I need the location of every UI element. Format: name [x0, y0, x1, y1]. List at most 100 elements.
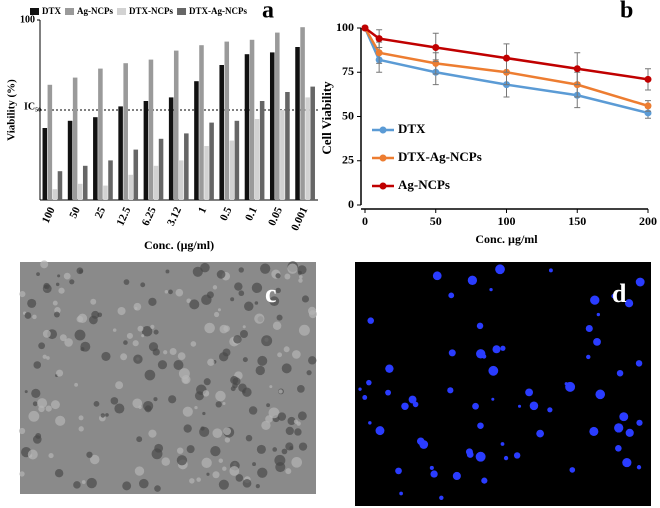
cell	[284, 273, 291, 280]
cell	[242, 357, 248, 363]
cell	[189, 299, 200, 310]
bar	[295, 47, 300, 200]
nucleus	[625, 428, 634, 437]
bar	[234, 120, 240, 200]
cell	[38, 342, 46, 350]
cell	[133, 302, 142, 311]
cell	[161, 457, 171, 466]
cell	[28, 410, 40, 422]
bar	[300, 27, 305, 201]
bar	[52, 189, 58, 200]
cell	[277, 412, 287, 421]
bar	[229, 140, 235, 200]
cell	[230, 386, 236, 392]
cell	[281, 448, 288, 455]
cell	[183, 424, 192, 433]
cell	[50, 400, 60, 410]
y-tick-label: 75	[342, 64, 354, 78]
nucleus	[503, 455, 509, 461]
nucleus	[432, 271, 442, 281]
cell	[196, 477, 201, 482]
cell	[126, 332, 133, 339]
y-tick-label: 100	[20, 14, 35, 25]
cell	[63, 272, 71, 280]
cell	[308, 356, 317, 365]
cell	[58, 287, 65, 294]
nucleus	[517, 404, 522, 408]
fluorescence-image	[355, 262, 651, 506]
nucleus	[447, 387, 454, 394]
bar	[158, 138, 164, 200]
cell	[143, 400, 154, 412]
cell	[114, 403, 125, 414]
cell	[33, 361, 42, 369]
cell	[261, 335, 273, 347]
nucleus	[412, 401, 419, 408]
cell	[76, 315, 84, 323]
bar	[285, 92, 290, 200]
x-axis-label: Conc. µg/ml	[475, 232, 538, 246]
nucleus	[500, 442, 505, 446]
cell	[168, 395, 177, 404]
reference-label: IC₅₀	[24, 101, 41, 112]
nucleus	[595, 389, 606, 400]
cell	[164, 290, 169, 294]
bar	[310, 86, 315, 200]
cell	[224, 437, 231, 443]
nucleus	[385, 364, 394, 373]
nucleus	[593, 337, 601, 346]
cell	[242, 478, 252, 488]
x-tick-label: 0.001	[289, 205, 310, 233]
cell	[24, 390, 28, 394]
x-tick-label: 6.25	[140, 205, 159, 228]
bar	[275, 32, 280, 200]
cell	[151, 448, 163, 460]
cell	[297, 385, 305, 393]
cell	[215, 390, 226, 402]
cell	[18, 427, 26, 435]
cell	[100, 413, 106, 418]
cell	[217, 308, 221, 312]
nucleus	[500, 345, 506, 351]
y-tick-label: 50	[342, 108, 354, 122]
cell	[266, 403, 271, 408]
cell	[86, 451, 93, 458]
cell	[110, 397, 119, 405]
point	[644, 102, 652, 110]
cell	[201, 457, 212, 469]
cell	[239, 330, 248, 339]
cell	[132, 340, 139, 347]
nucleus	[366, 379, 372, 386]
cell	[140, 282, 146, 288]
cell	[204, 322, 215, 334]
nucleus	[358, 387, 362, 391]
cell	[54, 469, 64, 478]
point	[573, 65, 581, 73]
cell	[69, 279, 75, 285]
cell	[255, 484, 260, 489]
cell	[73, 481, 81, 489]
cell	[256, 444, 266, 454]
nucleus	[476, 322, 484, 330]
bar	[224, 41, 230, 200]
legend-swatch	[65, 8, 75, 15]
cell	[176, 447, 184, 454]
nucleus	[465, 448, 473, 456]
point	[644, 75, 652, 83]
bar	[47, 84, 53, 200]
y-tick-label: 25	[342, 153, 354, 167]
cell	[122, 481, 132, 491]
legend-label: DTX	[42, 6, 62, 16]
bar	[133, 149, 139, 200]
cell	[297, 411, 307, 421]
cell	[222, 466, 227, 471]
cell	[42, 329, 51, 338]
bar	[82, 165, 88, 200]
nucleus	[619, 412, 629, 422]
nucleus	[401, 402, 409, 411]
cell	[48, 452, 54, 459]
bar	[269, 52, 275, 201]
cell	[81, 480, 86, 484]
cell	[32, 401, 38, 407]
cell	[136, 436, 143, 443]
